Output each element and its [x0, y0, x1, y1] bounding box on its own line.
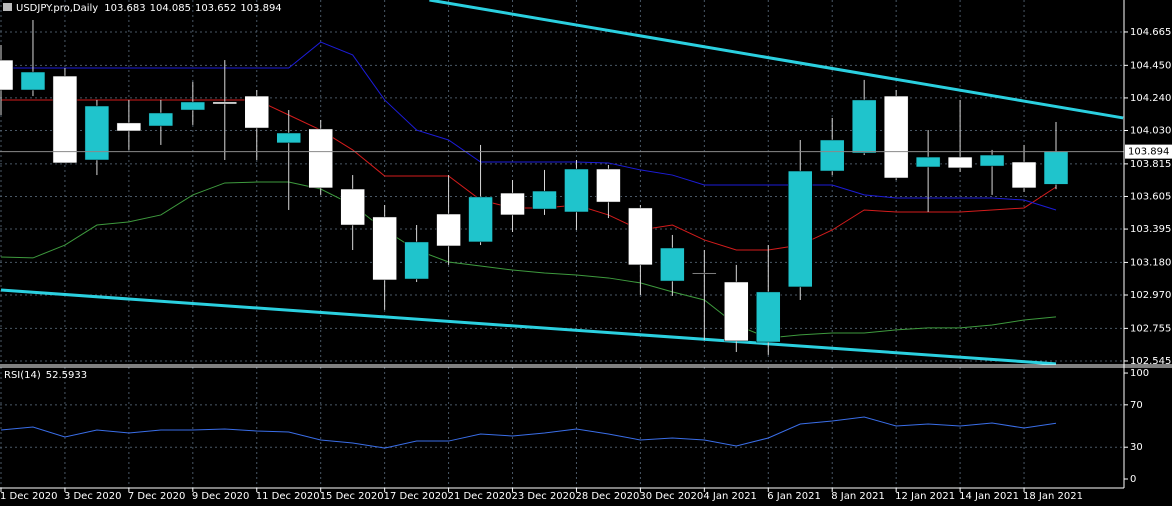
- x-tick-label: 1 Dec 2020: [0, 491, 58, 502]
- candle-body: [915, 156, 941, 168]
- candle-body: [436, 213, 461, 247]
- candle-body: [308, 128, 333, 189]
- y-tick-label: 100: [1130, 368, 1149, 379]
- x-tick-label: 3 Dec 2020: [64, 491, 122, 502]
- x-tick-label: 4 Jan 2021: [703, 491, 757, 502]
- candle-body: [724, 281, 749, 342]
- candle-body: [851, 99, 877, 154]
- y-tick-label: 102.970: [1130, 290, 1171, 301]
- price-panel: [0, 0, 1124, 365]
- x-tick-label: 21 Dec 2020: [448, 491, 512, 502]
- x-tick-label: 12 Jan 2021: [895, 491, 955, 502]
- trendline: [429, 0, 1124, 120]
- candle-body: [148, 112, 174, 127]
- y-tick-label: 102.755: [1130, 323, 1171, 334]
- y-tick-label: 103.180: [1130, 257, 1171, 268]
- current-price-label: 103.894: [1128, 147, 1169, 158]
- y-tick-label: 104.240: [1130, 93, 1171, 104]
- candle-body: [660, 247, 685, 282]
- x-tick-label: 15 Dec 2020: [320, 491, 384, 502]
- candle-body: [628, 207, 653, 266]
- candle-body: [116, 122, 142, 132]
- candle-body: [372, 216, 397, 281]
- candle-body: [1043, 151, 1069, 185]
- candle-body: [404, 241, 429, 280]
- x-tick-label: 7 Dec 2020: [128, 491, 186, 502]
- candle-body: [212, 101, 238, 105]
- candle-body: [52, 75, 78, 164]
- candle-body: [244, 95, 270, 129]
- symbol-icon: [3, 3, 12, 11]
- candle-body: [500, 192, 525, 216]
- x-tick-label: 14 Jan 2021: [959, 491, 1019, 502]
- indicator-line: [1, 41, 1057, 211]
- x-tick-label: 11 Dec 2020: [256, 491, 320, 502]
- candle-body: [819, 139, 845, 172]
- y-tick-label: 104.450: [1130, 60, 1171, 71]
- open-value: 103.683: [104, 3, 145, 14]
- indicator-name: RSI(14): [4, 370, 41, 381]
- x-tick-label: 9 Dec 2020: [192, 491, 250, 502]
- candle-body: [979, 154, 1005, 167]
- indicator-value: 52.5933: [46, 370, 87, 381]
- x-tick-label: 17 Dec 2020: [384, 491, 448, 502]
- candle-body: [596, 168, 621, 203]
- y-tick-label: 104.665: [1130, 27, 1171, 38]
- x-tick-label: 18 Jan 2021: [1023, 491, 1083, 502]
- indicator-line: [0, 181, 1057, 339]
- candle-body: [84, 105, 110, 161]
- close-value: 103.894: [240, 3, 281, 14]
- y-tick-label: 102.545: [1130, 356, 1171, 367]
- rsi-line: [0, 416, 1057, 449]
- x-tick-label: 28 Dec 2020: [575, 491, 639, 502]
- candle-body: [276, 132, 301, 144]
- x-tick-label: 23 Dec 2020: [512, 491, 576, 502]
- candle-body: [947, 156, 973, 169]
- candle-body: [788, 170, 813, 288]
- indicator-line: [1, 99, 1057, 251]
- candle-body: [20, 71, 46, 91]
- rsi-title: RSI(14) 52.5933: [4, 370, 87, 381]
- candle-body: [532, 190, 557, 210]
- candle-body: [1011, 161, 1037, 189]
- y-tick-label: 103.605: [1130, 191, 1171, 202]
- y-tick-label: 104.030: [1130, 126, 1171, 137]
- x-tick-label: 8 Jan 2021: [831, 491, 885, 502]
- candle-body: [692, 272, 717, 275]
- candle-body: [0, 59, 14, 91]
- trendline: [0, 288, 1057, 365]
- y-tick-label: 103.395: [1130, 224, 1171, 235]
- y-tick-label: 103.815: [1130, 159, 1171, 170]
- current-price-box: [1125, 144, 1172, 159]
- candle-body: [564, 168, 589, 213]
- candle-body: [756, 291, 781, 343]
- y-tick-label: 70: [1130, 400, 1143, 411]
- y-tick-label: 30: [1130, 442, 1143, 453]
- symbol: USDJPY.pro,Daily: [16, 3, 98, 14]
- candle-body: [883, 95, 909, 179]
- x-tick-label: 6 Jan 2021: [767, 491, 821, 502]
- rsi-panel: [0, 367, 1124, 488]
- candle-body: [180, 101, 206, 111]
- y-tick-label: 0: [1130, 474, 1136, 485]
- candle-body: [340, 188, 365, 226]
- high-value: 104.085: [150, 3, 191, 14]
- labels: USDJPY.pro,Daily 103.683 104.085 103.652 103…: [3, 3, 282, 381]
- x-tick-label: 30 Dec 2020: [639, 491, 703, 502]
- chart-title: USDJPY.pro,Daily 103.683 104.085 103.652 103…: [16, 3, 282, 14]
- low-value: 103.652: [195, 3, 236, 14]
- candle-body: [468, 196, 493, 243]
